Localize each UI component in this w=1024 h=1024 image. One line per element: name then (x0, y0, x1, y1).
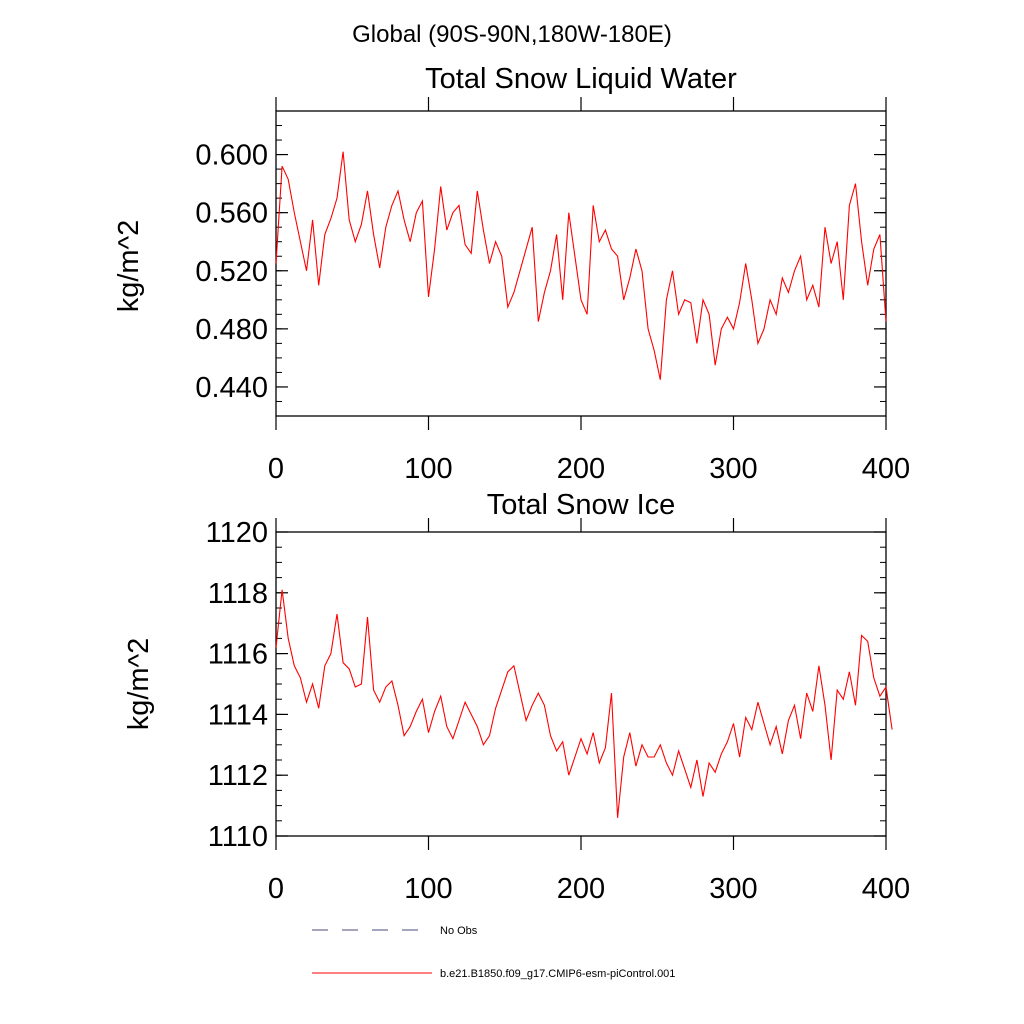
y-tick-labels: 1110 1112 1114 1116 1118 1120 (206, 517, 268, 853)
y-tick-label: 0.440 (195, 372, 268, 404)
chart-title: Total Snow Liquid Water (425, 63, 737, 95)
y-axis-label: kg/m^2 (123, 638, 155, 731)
y-tick-labels: 0.440 0.480 0.520 0.560 0.600 (195, 140, 268, 404)
y-tick-label: 1116 (208, 639, 268, 671)
region-title: Global (90S-90N,180W-180E) (352, 21, 672, 48)
y-tick-label: 1118 (208, 578, 268, 610)
chart-title: Total Snow Ice (487, 489, 676, 521)
y-tick-label: 0.560 (195, 198, 268, 230)
y-tick-label: 0.520 (195, 256, 268, 288)
axis-ticks (275, 518, 887, 850)
y-tick-label: 1114 (208, 699, 268, 731)
plot-frame (275, 110, 887, 417)
x-tick-label: 300 (709, 453, 757, 485)
legend: No Obs b.e21.B1850.f09_g17.CMIP6-esm-piC… (312, 925, 675, 980)
legend-label-no-obs: No Obs (440, 925, 478, 937)
x-tick-label: 200 (557, 453, 605, 485)
series-line (275, 151, 887, 380)
x-tick-labels: 0 100 200 300 400 (268, 453, 910, 485)
y-tick-label: 1110 (208, 821, 268, 853)
x-tick-label: 400 (862, 453, 910, 485)
legend-label-model: b.e21.B1850.f09_g17.CMIP6-esm-piControl.… (440, 968, 675, 980)
x-tick-label: 100 (404, 453, 452, 485)
plot-frame (275, 531, 887, 837)
panel-snow-liquid-water: Total Snow Liquid Water kg/m^2 0.440 0.48… (113, 63, 910, 485)
x-tick-label: 300 (709, 873, 757, 905)
x-tick-label: 0 (268, 453, 284, 485)
x-tick-label: 400 (862, 873, 910, 905)
x-tick-label: 0 (268, 873, 284, 905)
y-tick-label: 0.480 (195, 314, 268, 346)
panel-snow-ice: Total Snow Ice kg/m^2 111011121114111611… (123, 489, 910, 905)
y-tick-label: 0.600 (195, 140, 268, 172)
y-axis-label: kg/m^2 (113, 220, 145, 313)
y-tick-label: 1120 (206, 517, 268, 549)
x-tick-labels: 0 100 200 300 400 (268, 873, 910, 905)
x-tick-label: 100 (404, 873, 452, 905)
x-tick-label: 200 (557, 873, 605, 905)
axis-ticks (275, 97, 887, 430)
series-line (275, 589, 893, 818)
y-tick-label: 1112 (208, 760, 268, 792)
